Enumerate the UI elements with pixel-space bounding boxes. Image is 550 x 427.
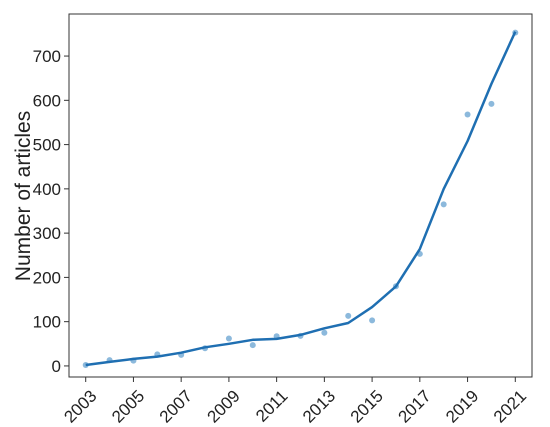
y-axis-title: Number of articles xyxy=(12,111,35,281)
scatter-points xyxy=(82,29,519,369)
x-tick-label: 2015 xyxy=(347,386,387,426)
data-point xyxy=(440,201,447,208)
y-tick-label: 100 xyxy=(33,313,61,332)
y-tick-label: 500 xyxy=(33,136,61,155)
trend-line xyxy=(85,31,517,367)
data-point xyxy=(321,329,328,336)
x-tick-label: 2007 xyxy=(156,386,196,426)
x-tick-label: 2017 xyxy=(394,386,434,426)
data-point xyxy=(225,335,232,342)
data-point xyxy=(369,317,376,324)
data-point xyxy=(488,100,495,107)
x-tick-label: 2009 xyxy=(204,386,244,426)
x-tick-label: 2005 xyxy=(108,386,148,426)
x-tick-label: 2011 xyxy=(252,386,291,425)
x-axis: 2003 2005 2007 2009 2011 2013 2015 2017 2019 2021 xyxy=(60,377,530,427)
data-point xyxy=(249,342,256,349)
trend-line-layer xyxy=(85,31,517,367)
y-tick-label: 0 xyxy=(52,357,61,376)
y-tick-label: 400 xyxy=(33,180,61,199)
plot-frame xyxy=(68,13,533,378)
x-tick-label: 2021 xyxy=(490,386,530,426)
y-axis: 0 100 200 300 400 500 600 700 xyxy=(33,47,69,376)
x-tick-label: 2013 xyxy=(299,386,339,426)
data-point xyxy=(345,312,352,319)
x-tick-label: 2019 xyxy=(442,386,482,426)
y-tick-label: 300 xyxy=(33,224,61,243)
y-tick-label: 200 xyxy=(33,268,61,287)
y-tick-label: 700 xyxy=(33,47,61,66)
data-point xyxy=(464,111,471,118)
x-tick-label: 2003 xyxy=(60,386,100,426)
y-tick-label: 600 xyxy=(33,91,61,110)
